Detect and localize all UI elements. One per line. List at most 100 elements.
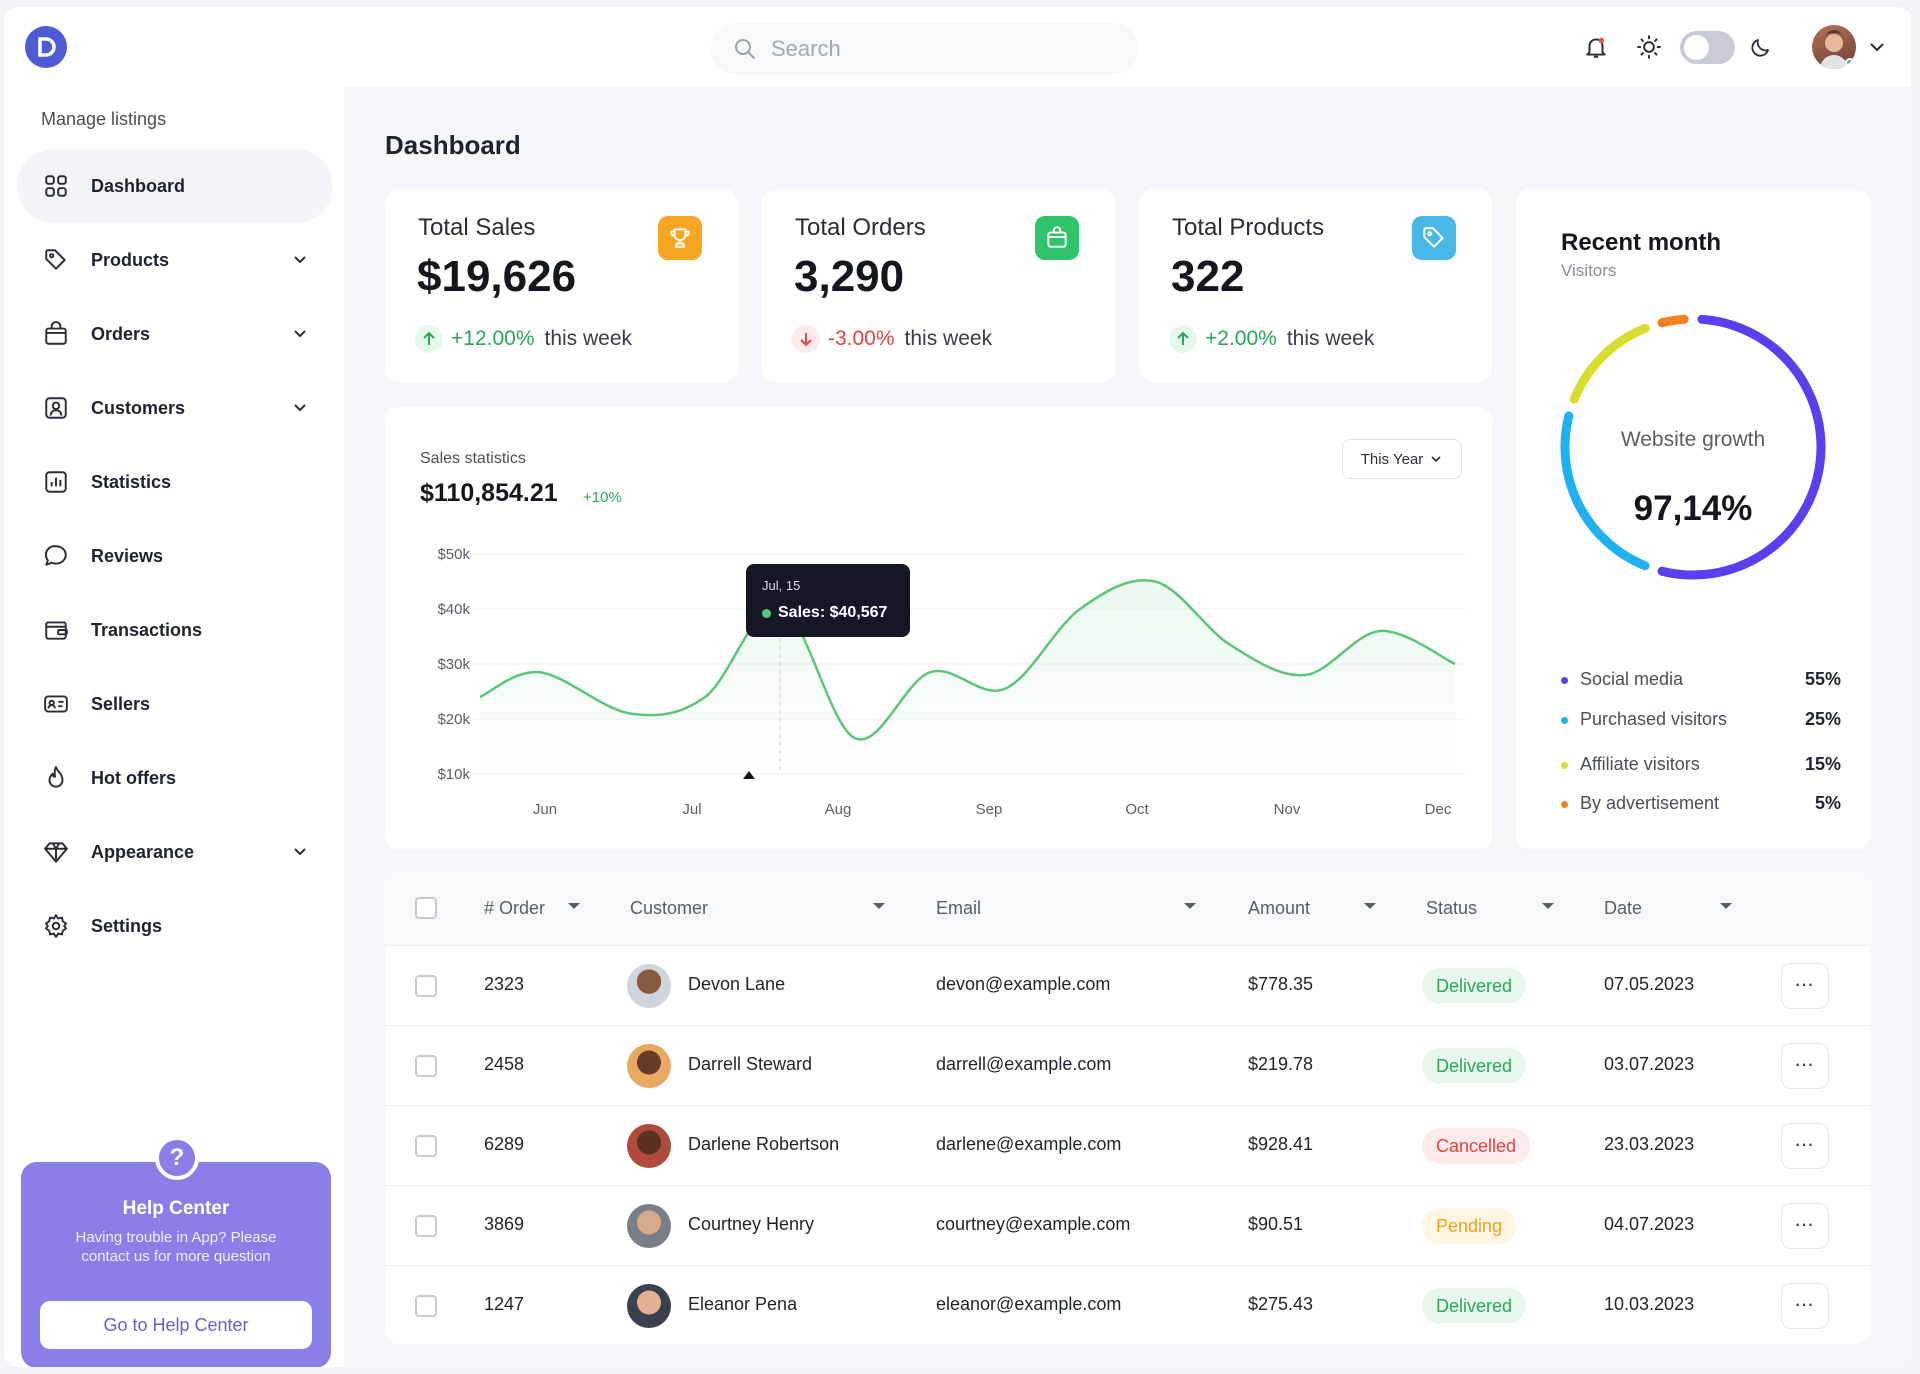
- chevron-down-icon: [294, 404, 306, 412]
- user-face-icon: [1820, 30, 1848, 69]
- status-badge: Pending: [1422, 1208, 1517, 1244]
- moon-icon[interactable]: [1747, 33, 1775, 61]
- row-checkbox[interactable]: [415, 1215, 437, 1237]
- row-more-button[interactable]: ···: [1781, 1283, 1829, 1329]
- donut-center-label: Website growth: [1620, 428, 1766, 451]
- sun-icon[interactable]: [1635, 33, 1663, 61]
- order-id: 2323: [484, 974, 525, 994]
- sidebar-item-settings[interactable]: Settings: [17, 889, 333, 963]
- row-more-button[interactable]: ···: [1781, 963, 1829, 1009]
- y-tick-label: $50k: [437, 546, 470, 563]
- sort-caret-icon[interactable]: [873, 903, 885, 909]
- user-avatar[interactable]: [1812, 25, 1856, 69]
- stat-change-period: this week: [904, 327, 993, 350]
- donut-center-value: 97,14%: [1633, 489, 1753, 528]
- chevron-down-icon[interactable]: [1863, 33, 1891, 61]
- sidebar-item-customers[interactable]: Customers: [17, 371, 333, 445]
- row-checkbox[interactable]: [415, 975, 437, 997]
- sidebar-item-sellers[interactable]: Sellers: [17, 667, 333, 741]
- column-header-email[interactable]: Email: [936, 898, 982, 918]
- chevron-down-icon: [294, 330, 306, 338]
- app-logo[interactable]: [25, 26, 67, 68]
- select-all-checkbox[interactable]: [415, 897, 437, 919]
- search-box[interactable]: Search: [711, 23, 1138, 75]
- legend-value: 25%: [1804, 709, 1841, 729]
- help-center-button[interactable]: Go to Help Center: [40, 1301, 312, 1349]
- stat-change-value: +2.00%: [1205, 327, 1277, 350]
- customer-email: darlene@example.com: [936, 1134, 1122, 1154]
- legend-dot: [1561, 800, 1568, 808]
- x-tick-label: Aug: [825, 801, 852, 818]
- sort-caret-icon[interactable]: [568, 903, 580, 909]
- search-icon: [735, 39, 755, 59]
- x-tick-label: Jun: [533, 801, 557, 818]
- stat-change-period: this week: [544, 327, 633, 350]
- sales-statistics-card: Sales statistics $110,854.21 +10% This Y…: [385, 407, 1492, 850]
- search-input[interactable]: Search: [771, 36, 841, 61]
- sidebar-item-dashboard[interactable]: Dashboard: [17, 149, 333, 223]
- stat-title: Total Products: [1172, 214, 1325, 241]
- order-id: 2458: [484, 1054, 525, 1074]
- legend-item-purchased-visitors: Purchased visitors 25%: [1561, 709, 1841, 730]
- sidebar-heading: Manage listings: [41, 109, 167, 129]
- dashboard-grid-icon: [41, 171, 71, 201]
- legend-item-by-advertisement: By advertisement 5%: [1561, 793, 1841, 814]
- sidebar-item-label: Orders: [91, 323, 151, 344]
- sidebar-item-products[interactable]: Products: [17, 223, 333, 297]
- sort-caret-icon[interactable]: [1542, 903, 1554, 909]
- chat-bubble-icon: [41, 541, 71, 571]
- chevron-down-icon: [294, 848, 306, 856]
- sort-caret-icon[interactable]: [1364, 903, 1376, 909]
- order-amount: $275.43: [1248, 1294, 1314, 1314]
- sidebar-item-reviews[interactable]: Reviews: [17, 519, 333, 593]
- sales-total: $110,854.21: [420, 479, 558, 507]
- column-header-amount[interactable]: Amount: [1248, 898, 1311, 918]
- column-header-customer[interactable]: Customer: [630, 898, 709, 918]
- total-orders-card: Total Orders 3,290 -3.00% this week: [762, 189, 1115, 382]
- help-center-card: ? Help Center Having trouble in App? Ple…: [21, 1136, 331, 1367]
- order-id: 6289: [484, 1134, 525, 1154]
- column-header-date[interactable]: Date: [1604, 898, 1643, 918]
- sidebar-item-appearance[interactable]: Appearance: [17, 815, 333, 889]
- sort-caret-icon[interactable]: [1184, 903, 1196, 909]
- row-more-button[interactable]: ···: [1781, 1203, 1829, 1249]
- sidebar-item-label: Settings: [91, 915, 163, 936]
- row-checkbox[interactable]: [415, 1055, 437, 1077]
- sales-line: [479, 579, 1456, 741]
- customer-avatar: [627, 1284, 671, 1328]
- column-header-order[interactable]: # Order: [484, 898, 546, 918]
- stat-value: 3,290: [794, 252, 905, 301]
- sidebar-item-transactions[interactable]: Transactions: [17, 593, 333, 667]
- x-tick-label: Dec: [1425, 801, 1452, 818]
- table-row: 6289 Darlene Robertson darlene@example.c…: [385, 1105, 1870, 1185]
- row-checkbox[interactable]: [415, 1295, 437, 1317]
- range-dropdown[interactable]: This Year: [1342, 439, 1462, 479]
- chart-tooltip: Jul, 15 Sales: $40,567: [746, 564, 910, 637]
- range-dropdown-value: This Year: [1360, 450, 1424, 468]
- row-more-button[interactable]: ···: [1781, 1123, 1829, 1169]
- column-header-status[interactable]: Status: [1426, 898, 1478, 918]
- stat-value: $19,626: [417, 252, 577, 301]
- theme-toggle[interactable]: [1680, 31, 1735, 64]
- order-amount: $219.78: [1248, 1054, 1314, 1074]
- sort-caret-icon[interactable]: [1720, 903, 1732, 909]
- row-checkbox[interactable]: [415, 1135, 437, 1157]
- notification-bell-icon[interactable]: [1582, 33, 1610, 61]
- online-status-dot: [1845, 58, 1855, 68]
- stat-title: Total Sales: [418, 214, 536, 241]
- stat-change-value: -3.00%: [828, 327, 895, 350]
- stat-change-period: this week: [1286, 327, 1375, 350]
- y-tick-label: $10k: [437, 766, 470, 783]
- row-more-button[interactable]: ···: [1781, 1043, 1829, 1089]
- legend-value: 15%: [1804, 754, 1841, 774]
- stat-change: +2.00% this week: [1169, 325, 1374, 353]
- order-amount: $928.41: [1248, 1134, 1314, 1154]
- donut-segment: [1569, 323, 1650, 404]
- sidebar-item-orders[interactable]: Orders: [17, 297, 333, 371]
- legend-dot: [1561, 761, 1568, 769]
- logo-icon: [38, 37, 56, 57]
- sidebar-item-label: Statistics: [91, 471, 172, 492]
- sidebar-item-hot-offers[interactable]: Hot offers: [17, 741, 333, 815]
- sidebar-item-statistics[interactable]: Statistics: [17, 445, 333, 519]
- tag-icon: [41, 245, 71, 275]
